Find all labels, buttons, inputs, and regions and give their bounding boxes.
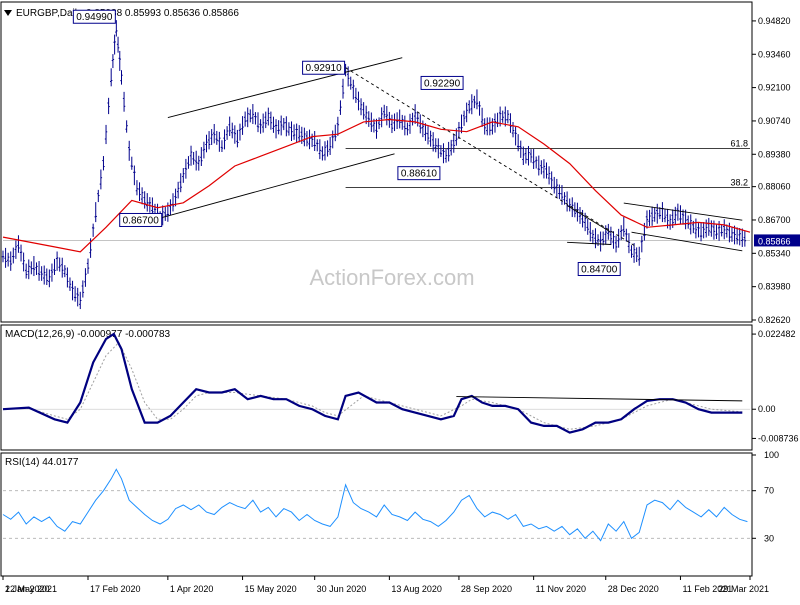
current-price-label: 0.85866 bbox=[758, 236, 791, 246]
date-axis-tick-label: 1 Apr 2020 bbox=[170, 584, 214, 594]
rsi-axis-tick-label: 30 bbox=[764, 533, 774, 543]
date-axis-tick-label: 28 Dec 2020 bbox=[608, 584, 659, 594]
current-price-box bbox=[754, 234, 800, 247]
price-series-layer: 61.8 38.2 0.94990 0.92910 0.92290 0.88610 0.86… bbox=[1, 9, 751, 310]
date-axis-tick-label: 28 Sep 2020 bbox=[461, 584, 512, 594]
date-axis-tick-label: 30 Jun 2020 bbox=[317, 584, 367, 594]
date-axis-tick-label: 11 Feb 2021 bbox=[682, 584, 732, 594]
date-axis-tick-label: 17 Feb 2020 bbox=[90, 584, 141, 594]
price-axis-tick-label: 0.86700 bbox=[758, 215, 791, 225]
price-level-label: 0.86700 bbox=[123, 215, 160, 226]
price-level-label: 0.92290 bbox=[424, 78, 461, 89]
rsi-series-layer bbox=[2, 468, 750, 542]
price-level-label-box bbox=[420, 75, 464, 90]
watermark-text: ActionForex.com bbox=[309, 265, 474, 290]
macd-trend-line bbox=[456, 396, 743, 402]
price-axis-tick-label: 0.90740 bbox=[758, 116, 791, 126]
price-axis-tick-label: 0.93460 bbox=[758, 49, 791, 59]
axis-layer: 0.94820 0.93460 0.92100 0.90740 0.89380 0.880… bbox=[2, 16, 800, 594]
price-level-label-box bbox=[577, 262, 621, 277]
macd-signal-line bbox=[2, 341, 743, 430]
macd-header-label: MACD(12,26,9) -0.000977 -0.000783 bbox=[5, 329, 171, 340]
price-level-label: 0.84700 bbox=[581, 265, 618, 276]
chart-header-symbol: EURGBP,Daily bbox=[16, 8, 82, 19]
fib-level-label: 61.8 bbox=[730, 138, 748, 148]
date-axis-tick-label: 11 Nov 2020 bbox=[536, 584, 586, 594]
price-axis-tick-label: 0.83980 bbox=[758, 282, 791, 292]
rsi-axis-tick-label: 70 bbox=[764, 486, 774, 496]
price-axis-tick-label: 0.89380 bbox=[758, 149, 791, 159]
price-axis-tick-label: 0.92100 bbox=[758, 83, 791, 93]
macd-axis-tick-label: -0.008736 bbox=[758, 433, 799, 443]
macd-panel-frame bbox=[0, 324, 753, 451]
moving-average-line bbox=[2, 118, 751, 253]
price-axis-tick-label: 0.82620 bbox=[758, 315, 791, 325]
macd-series-layer bbox=[2, 332, 750, 434]
date-axis-tick-label: 13 Aug 2020 bbox=[391, 584, 442, 594]
chart-header-arrow-icon bbox=[4, 10, 12, 16]
price-level-label-box bbox=[397, 166, 441, 181]
price-level-label-box bbox=[119, 212, 163, 227]
date-axis-tick-label: 15 May 2020 bbox=[245, 584, 297, 594]
date-axis-tick-label: 29 Mar 2021 bbox=[719, 584, 770, 594]
trend-line bbox=[345, 67, 637, 248]
trend-line bbox=[566, 205, 612, 233]
macd-axis-tick-label: 0.00 bbox=[758, 404, 776, 414]
price-level-label: 0.92910 bbox=[306, 63, 343, 74]
trend-line bbox=[567, 241, 611, 245]
trend-line bbox=[167, 57, 403, 118]
price-panel-frame bbox=[0, 1, 753, 323]
price-axis-tick-label: 0.94820 bbox=[758, 16, 791, 26]
date-axis-tick-label: 2 Jan 2020 bbox=[5, 584, 50, 594]
date-axis-tick-label: 12 May 2021 bbox=[5, 584, 57, 594]
trend-line bbox=[160, 153, 395, 219]
trend-line bbox=[623, 202, 743, 221]
chart-header-ohlc: 0.85938 0.85993 0.85636 0.85866 bbox=[86, 8, 239, 19]
price-axis-tick-label: 0.85340 bbox=[758, 248, 791, 258]
price-level-label: 0.88610 bbox=[401, 169, 438, 180]
price-level-label-box bbox=[302, 60, 346, 75]
price-level-label: 0.94990 bbox=[76, 12, 113, 23]
rsi-axis-tick-label: 100 bbox=[764, 450, 779, 460]
rsi-line bbox=[2, 468, 748, 542]
trend-line bbox=[631, 231, 743, 252]
price-level-label-box bbox=[72, 9, 116, 24]
macd-line bbox=[2, 332, 743, 434]
price-axis-tick-label: 0.88060 bbox=[758, 182, 791, 192]
fib-level-label: 38.2 bbox=[730, 178, 748, 188]
rsi-panel-frame bbox=[0, 452, 753, 577]
macd-axis-tick-label: 0.022482 bbox=[758, 329, 796, 339]
rsi-header-label: RSI(14) 44.0177 bbox=[5, 457, 79, 468]
